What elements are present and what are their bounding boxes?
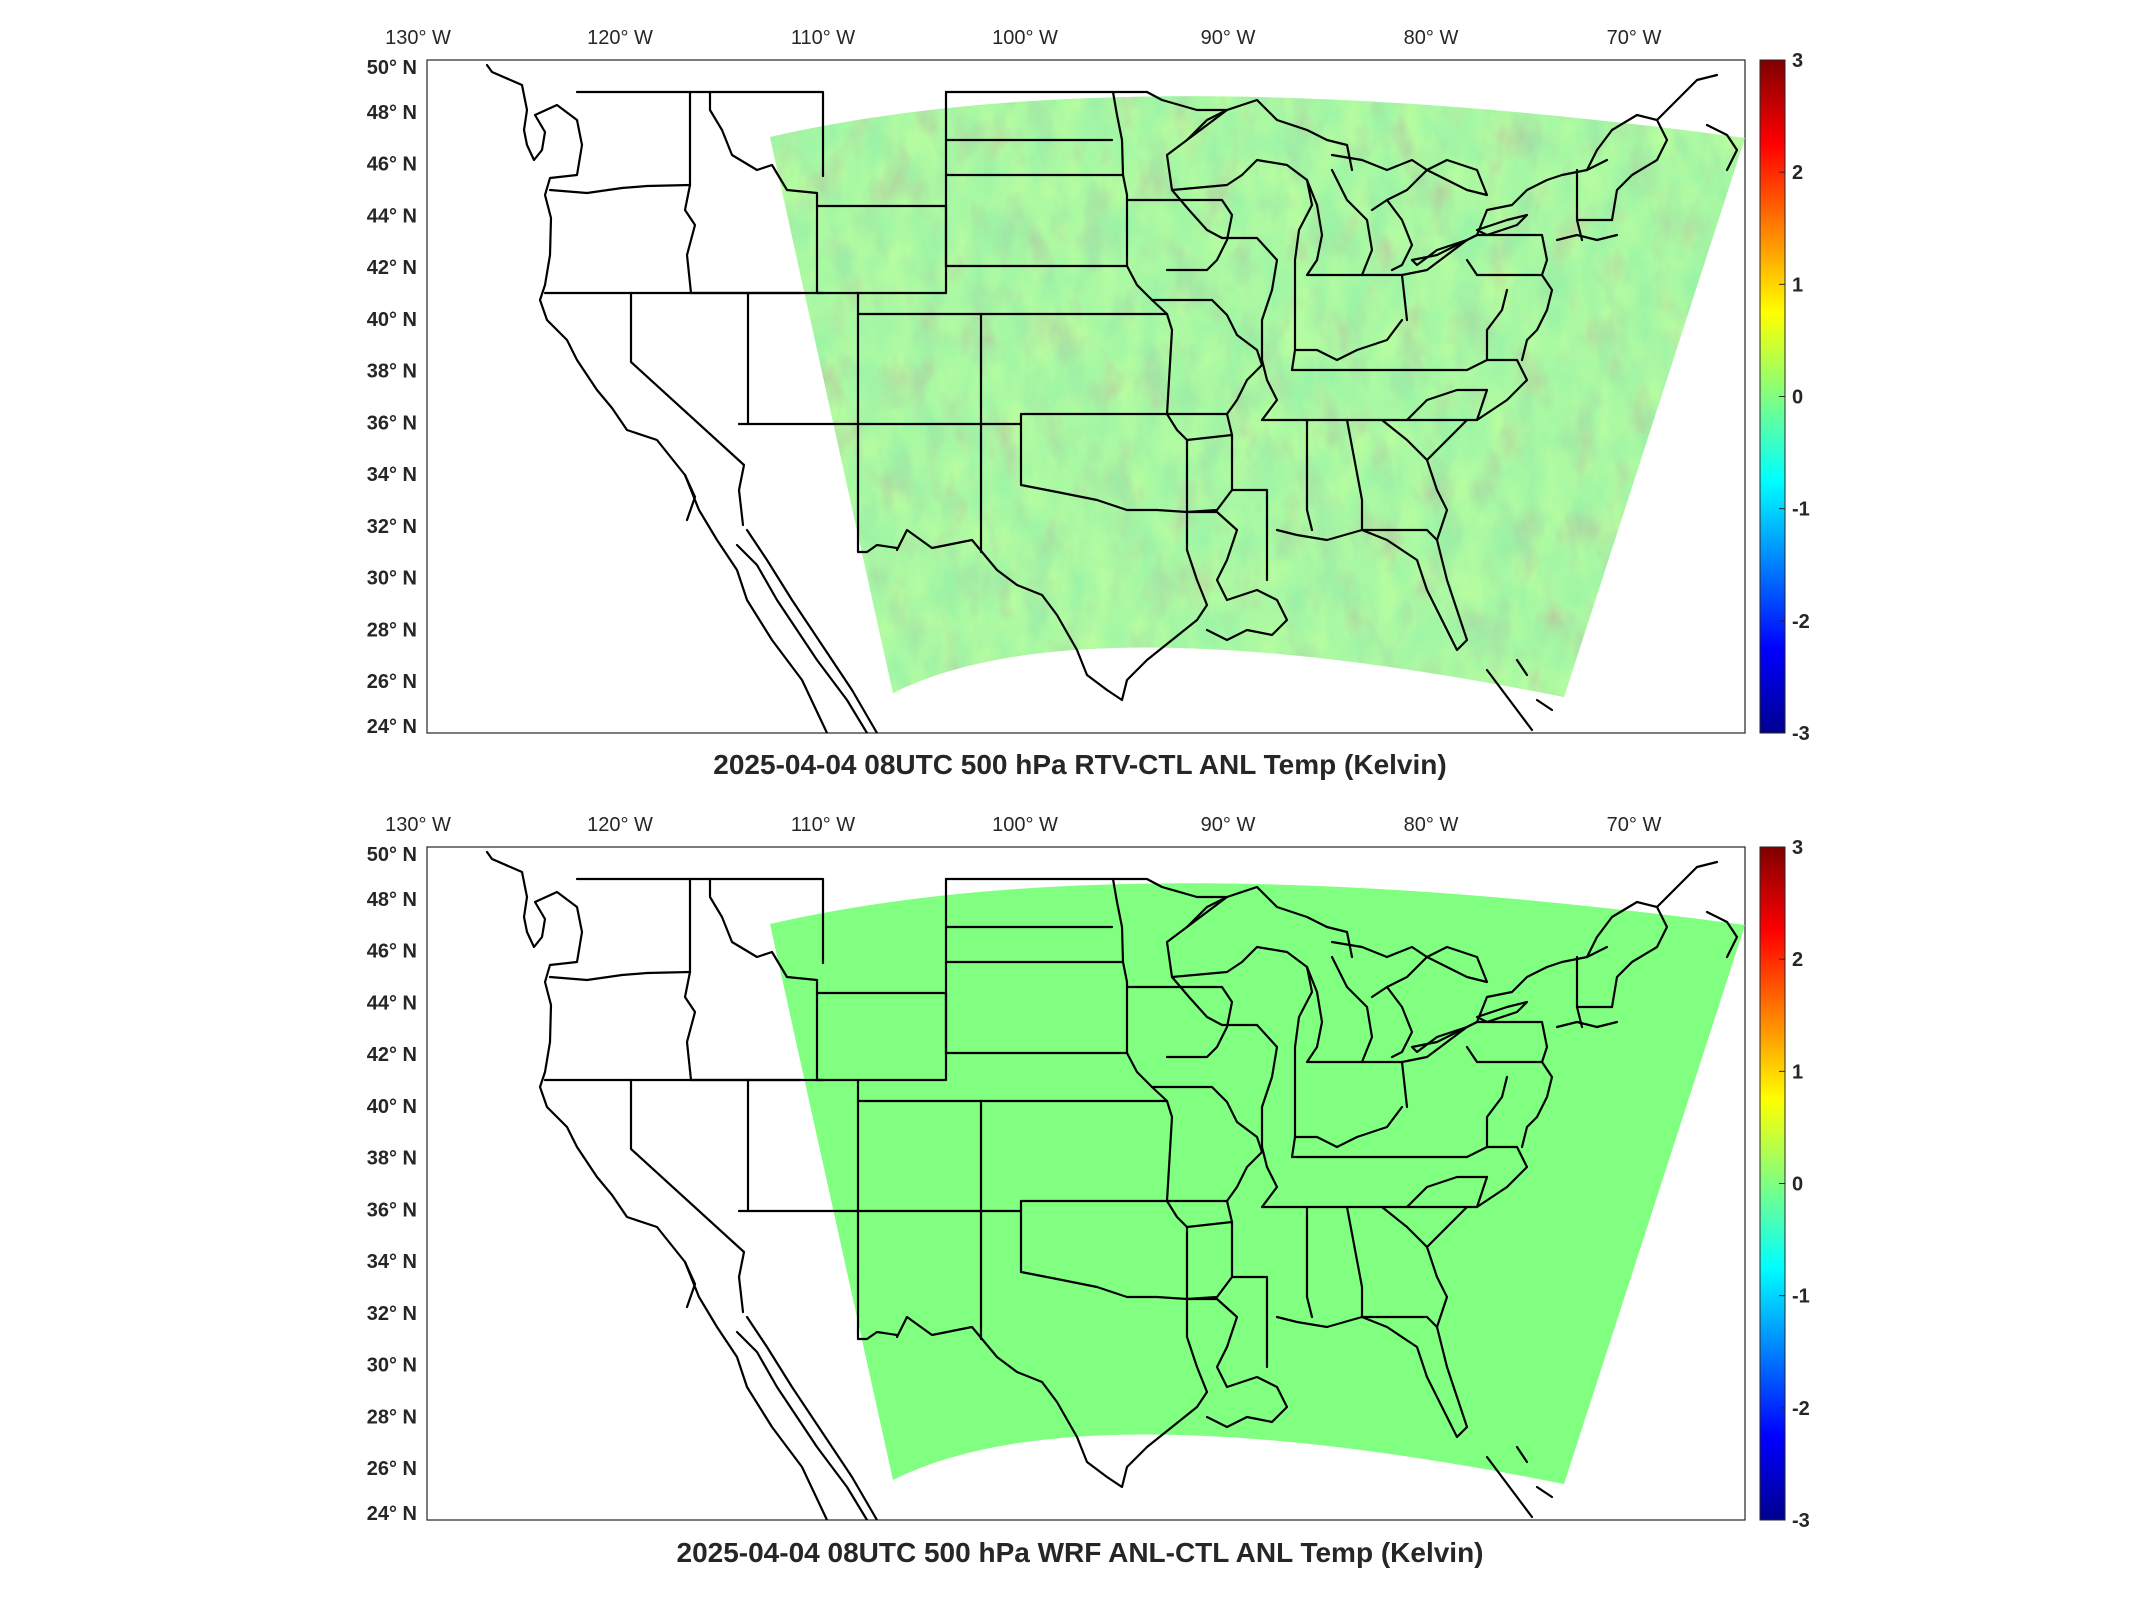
latitude-label: 32° N <box>367 1303 417 1325</box>
colorbar-tick-label: 2 <box>1792 949 1803 971</box>
panel-title-bottom: 2025-04-04 08UTC 500 hPa WRF ANL-CTL ANL… <box>677 1537 1484 1568</box>
longitude-label: 110° W <box>791 814 855 836</box>
colorbar-ticks-top: 3 2 1 0 -1 -2 -3 <box>1779 50 1810 745</box>
colorbar-tick-label: -2 <box>1792 611 1810 633</box>
latitude-label: 50° N <box>367 57 417 79</box>
longitude-label: 80° W <box>1404 814 1459 836</box>
latitude-label: 24° N <box>367 1503 417 1525</box>
latitude-label: 36° N <box>367 1199 417 1221</box>
latitude-label: 50° N <box>367 844 417 866</box>
latitude-label: 42° N <box>367 257 417 279</box>
colorbar-tick-label: 3 <box>1792 50 1803 72</box>
colorbar-tick-label: 1 <box>1792 274 1803 296</box>
longitude-label: 120° W <box>587 27 653 49</box>
longitude-label: 70° W <box>1607 814 1662 836</box>
longitude-label: 110° W <box>791 27 855 49</box>
longitude-labels-top: 130° W 120° W 110° W 100° W 90° W 80° W 70° W <box>385 27 1661 49</box>
colorbar-tick-label: -2 <box>1792 1398 1810 1420</box>
colorbar-tick-label: -1 <box>1792 499 1810 521</box>
longitude-label: 90° W <box>1201 27 1256 49</box>
colorbar-tick-label: -1 <box>1792 1286 1810 1308</box>
latitude-label: 26° N <box>367 671 417 693</box>
longitude-label: 70° W <box>1607 27 1662 49</box>
latitude-label: 28° N <box>367 1406 417 1428</box>
longitude-label: 90° W <box>1201 814 1256 836</box>
colorbar-tick-label: 2 <box>1792 162 1803 184</box>
longitude-labels-bottom: 130° W 120° W 110° W 100° W 90° W 80° W 70° W <box>385 814 1661 836</box>
panel-top: 130° W 120° W 110° W 100° W 90° W 80° W 70° W … <box>367 27 1810 780</box>
longitude-label: 100° W <box>992 27 1058 49</box>
latitude-label: 40° N <box>367 309 417 331</box>
longitude-label: 130° W <box>385 27 451 49</box>
colorbar-tick-label: 0 <box>1792 1174 1803 1196</box>
colorbar-tick-label: -3 <box>1792 723 1810 745</box>
longitude-label: 100° W <box>992 814 1058 836</box>
latitude-labels-bottom: 50° N 48° N 46° N 44° N 42° N 40° N 38° N 36° N… <box>367 844 417 1525</box>
colorbar-tick-label: -3 <box>1792 1510 1810 1532</box>
latitude-label: 36° N <box>367 412 417 434</box>
longitude-label: 80° W <box>1404 27 1459 49</box>
colorbar-tick-label: 0 <box>1792 387 1803 409</box>
latitude-label: 38° N <box>367 361 417 383</box>
longitude-label: 120° W <box>587 814 653 836</box>
latitude-label: 44° N <box>367 205 417 227</box>
latitude-label: 30° N <box>367 1355 417 1377</box>
panel-bottom: 130° W 120° W 110° W 100° W 90° W 80° W 70° W … <box>367 814 1810 1568</box>
latitude-label: 26° N <box>367 1458 417 1480</box>
latitude-label: 28° N <box>367 619 417 641</box>
colorbar-tick-label: 1 <box>1792 1061 1803 1083</box>
latitude-label: 34° N <box>367 1251 417 1273</box>
latitude-label: 48° N <box>367 102 417 124</box>
latitude-label: 48° N <box>367 889 417 911</box>
latitude-label: 46° N <box>367 941 417 963</box>
longitude-label: 130° W <box>385 814 451 836</box>
temperature-field-top <box>485 63 1745 733</box>
colorbar-tick-label: 3 <box>1792 837 1803 859</box>
latitude-labels-top: 50° N 48° N 46° N 44° N 42° N 40° N 38° N 36° N… <box>367 57 417 738</box>
latitude-label: 42° N <box>367 1044 417 1066</box>
latitude-label: 30° N <box>367 568 417 590</box>
latitude-label: 38° N <box>367 1148 417 1170</box>
latitude-label: 44° N <box>367 992 417 1014</box>
latitude-label: 24° N <box>367 716 417 738</box>
panel-title-top: 2025-04-04 08UTC 500 hPa RTV-CTL ANL Tem… <box>713 749 1446 780</box>
latitude-label: 34° N <box>367 464 417 486</box>
latitude-label: 32° N <box>367 516 417 538</box>
latitude-label: 46° N <box>367 154 417 176</box>
colorbar-ticks-bottom: 3 2 1 0 -1 -2 -3 <box>1779 837 1810 1532</box>
latitude-label: 40° N <box>367 1096 417 1118</box>
